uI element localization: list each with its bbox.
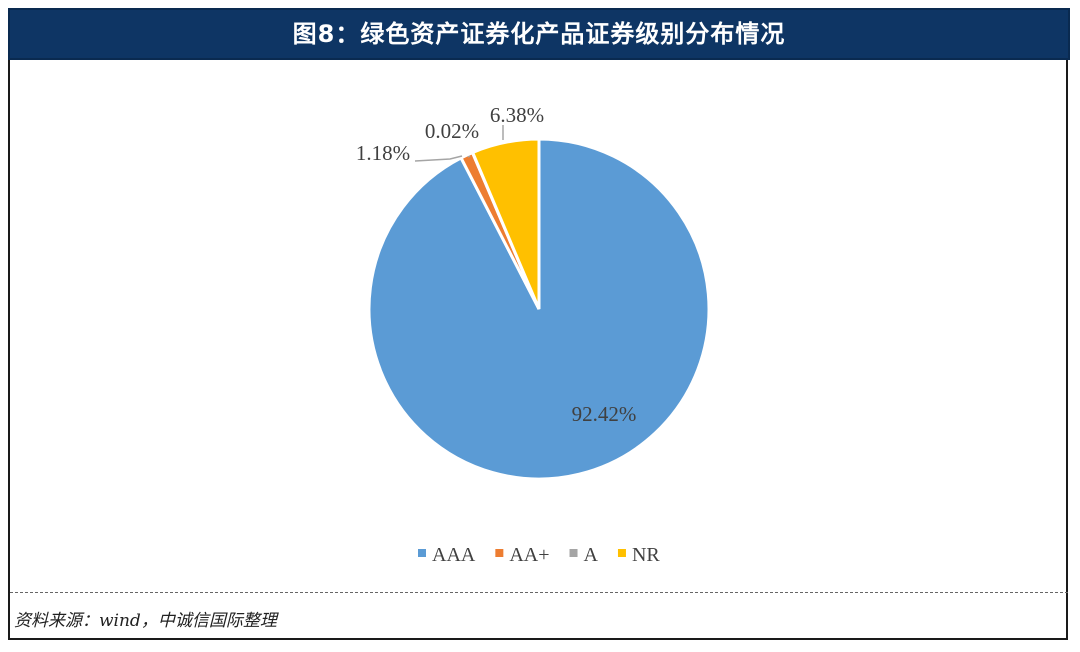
chart-title: 图8：绿色资产证券化产品证券级别分布情况 xyxy=(8,8,1070,60)
pie-slice-nr xyxy=(470,137,541,310)
legend-swatch xyxy=(495,549,504,557)
legend-item: AAA xyxy=(432,544,476,566)
source-note: 资料来源：wind，中诚信国际整理 xyxy=(14,611,277,631)
legend-swatch xyxy=(418,549,426,557)
legend-item: AA+ xyxy=(509,544,549,566)
data-label: 92.42% xyxy=(572,402,637,426)
data-label: 0.02% xyxy=(425,119,479,143)
leader-line xyxy=(414,155,463,162)
data-label: 1.18% xyxy=(356,141,410,165)
chart-frame xyxy=(8,8,1068,640)
legend-item: A xyxy=(584,544,599,566)
data-label: 6.38% xyxy=(490,103,544,127)
legend-swatch xyxy=(569,549,578,557)
legend-item: NR xyxy=(632,544,660,566)
leader-line xyxy=(467,155,471,158)
legend-swatch xyxy=(617,549,626,557)
divider xyxy=(10,592,1068,593)
